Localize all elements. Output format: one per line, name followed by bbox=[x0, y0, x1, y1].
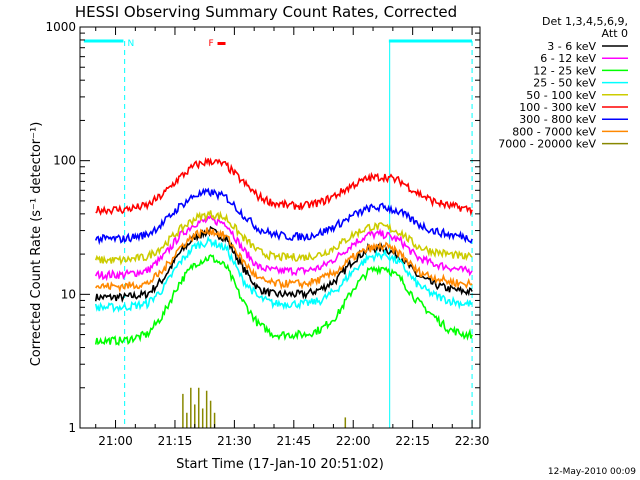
plot-area: N F 21:00 21:15 21:30 21:45 22:00 22:15 22:30 1 10… bbox=[45, 20, 489, 448]
legend-label-1: 6 - 12 keV bbox=[540, 52, 596, 65]
series-800-7000-kev-line bbox=[95, 227, 473, 293]
annotation-n: N bbox=[127, 39, 134, 49]
series-3-6-kev-line bbox=[94, 225, 473, 303]
x-tick-label-0: 21:00 bbox=[98, 434, 133, 448]
legend-label-5: 100 - 300 keV bbox=[519, 101, 596, 114]
y-tick-label-1: 10 bbox=[61, 287, 76, 301]
chart-title: HESSI Observing Summary Count Rates, Cor… bbox=[75, 3, 457, 21]
series-6-12-kev-line bbox=[94, 214, 473, 282]
y-tick-label-2: 100 bbox=[53, 154, 76, 168]
x-tick-label-4: 22:00 bbox=[336, 434, 371, 448]
legend-label-6: 300 - 800 keV bbox=[519, 113, 596, 126]
x-tick-label-1: 21:15 bbox=[158, 434, 193, 448]
legend-title-line2: Att 0 bbox=[602, 27, 628, 40]
y-tick-label-3: 1000 bbox=[45, 20, 76, 34]
series-25-50-kev-line bbox=[94, 235, 473, 313]
legend-label-4: 50 - 100 keV bbox=[526, 89, 596, 102]
legend-label-8: 7000 - 20000 keV bbox=[498, 138, 596, 151]
legend-label-3: 25 - 50 keV bbox=[533, 77, 596, 90]
annotation-f: F bbox=[209, 39, 214, 49]
legend-label-7: 800 - 7000 keV bbox=[512, 125, 596, 138]
series-50-100-kev-line bbox=[94, 210, 473, 266]
x-tick-label-2: 21:30 bbox=[217, 434, 252, 448]
footer-timestamp: 12-May-2010 00:09 bbox=[548, 467, 636, 477]
flare-flag-bar bbox=[217, 42, 226, 45]
series-100-300-kev-line bbox=[95, 156, 473, 217]
legend-title-line1: Det 1,3,4,5,6,9, bbox=[542, 15, 628, 28]
series-12-25-kev-line bbox=[94, 254, 473, 347]
legend-label-0: 3 - 6 keV bbox=[547, 40, 596, 53]
x-tick-label-3: 21:45 bbox=[277, 434, 312, 448]
x-tick-label-5: 22:15 bbox=[395, 434, 430, 448]
x-tick-label-6: 22:30 bbox=[455, 434, 490, 448]
y-tick-label-0: 1 bbox=[68, 421, 76, 435]
legend-label-2: 12 - 25 keV bbox=[533, 64, 596, 77]
x-axis-label: Start Time (17-Jan-10 20:51:02) bbox=[176, 457, 384, 472]
axes-frame bbox=[79, 26, 481, 429]
series-300-800-kev-line bbox=[94, 187, 473, 246]
y-axis-label: Corrected Count Rate (s⁻¹ detector⁻¹) bbox=[29, 122, 44, 367]
